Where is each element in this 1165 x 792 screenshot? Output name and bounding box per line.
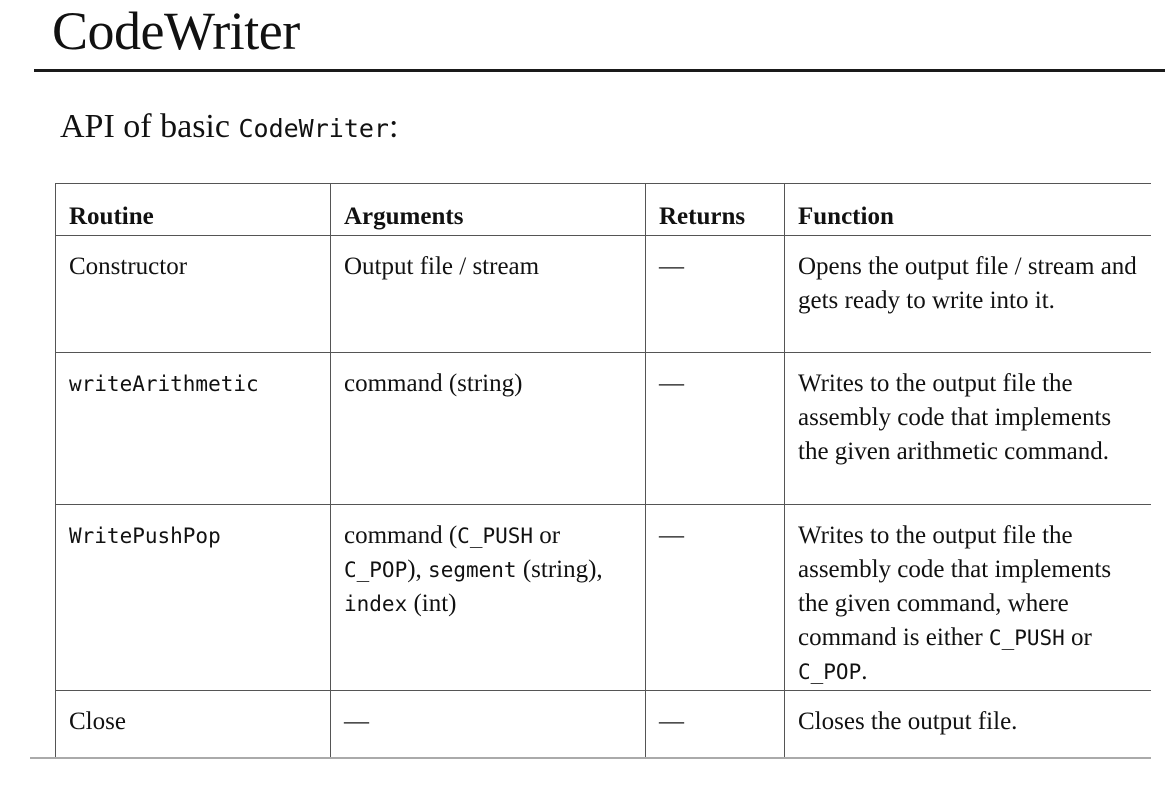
function-text: or [1064, 624, 1092, 651]
routine-cell: WritePushPop [55, 504, 331, 691]
table-header-row: Routine Arguments Returns Function [55, 183, 1151, 236]
header-returns: Returns [645, 183, 785, 236]
arguments-cell: command (string) [330, 352, 646, 505]
arguments-text: ), [407, 556, 429, 583]
arguments-text: (string), [516, 556, 603, 583]
api-table: Routine Arguments Returns Function Const… [55, 183, 1151, 757]
arguments-cell: command (C_PUSH or C_POP), segment (stri… [330, 504, 646, 691]
arguments-text: command ( [344, 522, 458, 549]
arguments-text: (int) [407, 590, 457, 617]
function-code: C_POP [798, 660, 862, 684]
arguments-code: index [344, 592, 408, 616]
routine-cell: Constructor [55, 235, 331, 353]
arguments-code: segment [428, 558, 517, 582]
arguments-cell: — [330, 690, 646, 757]
subtitle: API of basic CodeWriter: [60, 105, 398, 151]
header-function: Function [784, 183, 1151, 236]
subtitle-suffix: : [388, 108, 399, 145]
header-arguments: Arguments [330, 183, 646, 236]
routine-cell: Close [55, 690, 331, 757]
arguments-code: C_PUSH [457, 524, 534, 548]
routine-code: WritePushPop [69, 524, 221, 548]
function-code: C_PUSH [988, 626, 1065, 650]
function-cell: Writes to the output file the assembly c… [784, 504, 1151, 691]
api-table-container: Routine Arguments Returns Function Const… [55, 183, 1151, 757]
function-cell: Writes to the output file the assembly c… [784, 352, 1151, 505]
returns-cell: — [645, 690, 785, 757]
table-row: Constructor Output file / stream — Opens… [55, 235, 1151, 353]
table-row: Close — — Closes the output file. [55, 690, 1151, 757]
function-text: . [861, 658, 868, 685]
function-text: Writes to the output file the assembly c… [798, 522, 1112, 651]
returns-cell: — [645, 504, 785, 691]
arguments-code: C_POP [344, 558, 408, 582]
table-row: writeArithmetic command (string) — Write… [55, 352, 1151, 505]
table-bottom-edge [30, 757, 1151, 759]
routine-code: writeArithmetic [69, 372, 259, 396]
arguments-cell: Output file / stream [330, 235, 646, 353]
subtitle-prefix: API of basic [60, 108, 239, 145]
function-cell: Closes the output file. [784, 690, 1151, 757]
page-title: CodeWriter [52, 1, 300, 61]
title-divider [34, 69, 1165, 72]
routine-cell: writeArithmetic [55, 352, 331, 505]
table-row: WritePushPop command (C_PUSH or C_POP), … [55, 504, 1151, 691]
header-routine: Routine [55, 183, 331, 236]
subtitle-code: CodeWriter [238, 114, 389, 143]
returns-cell: — [645, 235, 785, 353]
function-cell: Opens the output file / stream and gets … [784, 235, 1151, 353]
arguments-text: or [533, 522, 561, 549]
returns-cell: — [645, 352, 785, 505]
